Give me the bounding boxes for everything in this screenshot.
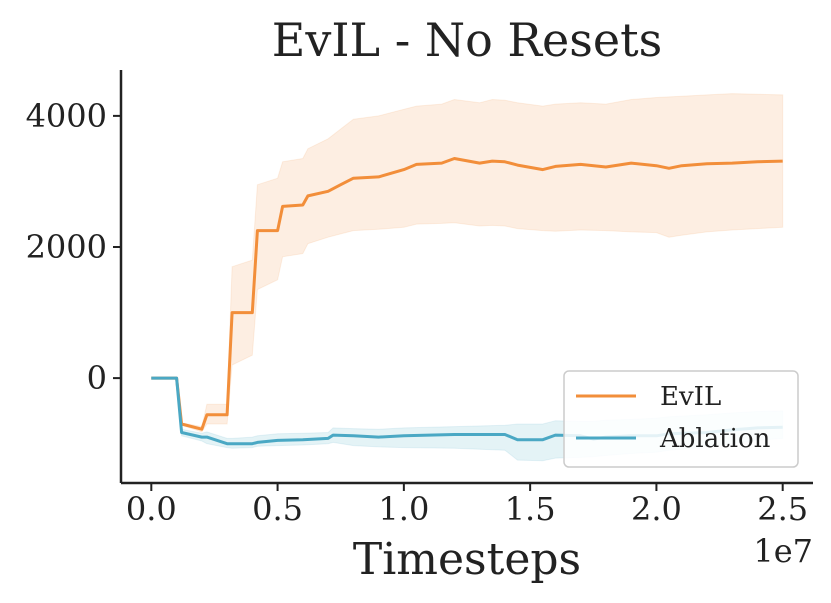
x-axis-offset-label: 1e7: [753, 532, 813, 570]
x-tick-label: 1.5: [505, 490, 556, 528]
y-tick-label: 0: [87, 359, 107, 397]
x-ticks: 0.0 0.5 1.0 1.5 2.0 2.5: [126, 483, 808, 528]
y-tick-label: 4000: [26, 97, 107, 135]
x-tick-label: 1.0: [378, 490, 429, 528]
x-tick-label: 0.5: [252, 490, 303, 528]
x-tick-label: 2.0: [631, 490, 682, 528]
x-tick-label: 0.0: [126, 490, 177, 528]
legend: EvIL Ablation: [563, 370, 799, 468]
chart-title: EvIL - No Resets: [272, 13, 662, 67]
y-ticks: 0 2000 4000: [26, 97, 121, 397]
legend-label-ablation: Ablation: [659, 424, 771, 454]
x-tick-label: 2.5: [757, 490, 808, 528]
legend-label-evil: EvIL: [660, 382, 721, 412]
x-axis-label: Timesteps: [353, 534, 581, 585]
line-evil: [151, 157, 783, 431]
y-tick-label: 2000: [26, 228, 107, 266]
